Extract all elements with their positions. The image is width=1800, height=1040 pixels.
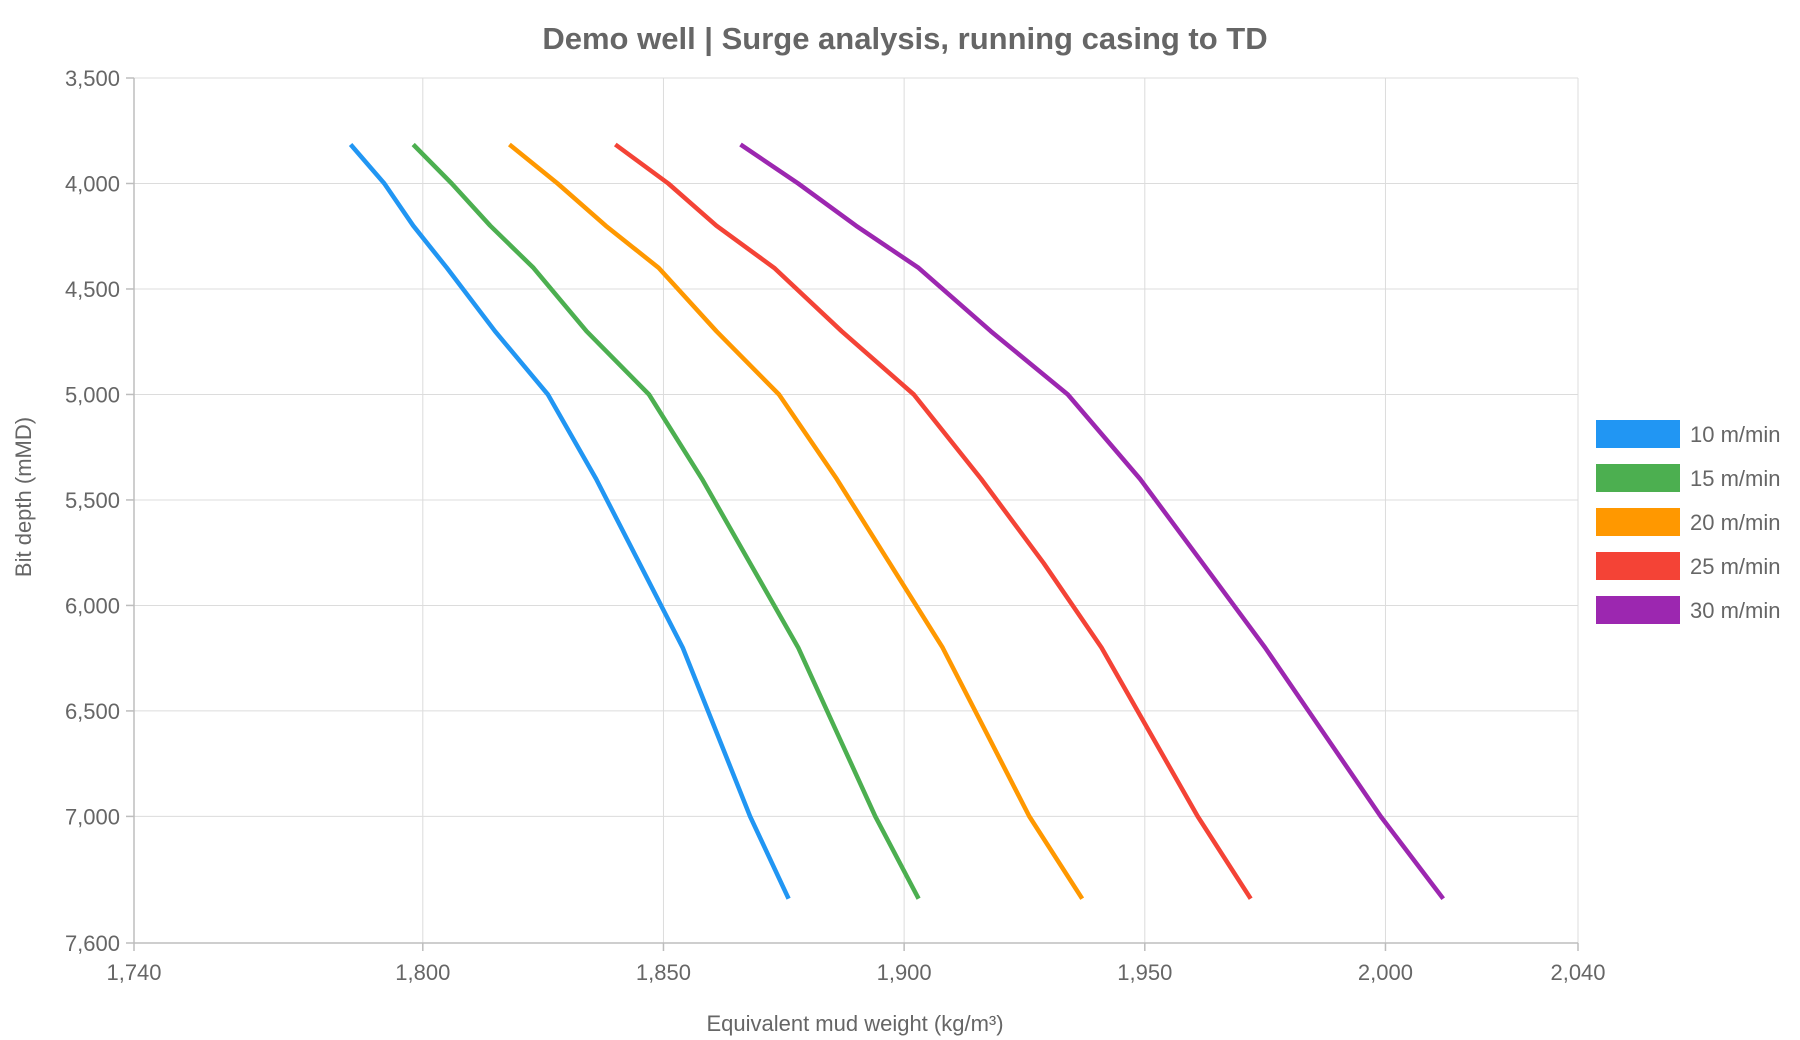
y-tick-label: 6,500 (65, 699, 120, 724)
series-line-20-m-min (507, 142, 1085, 900)
series-line-10-m-min (348, 143, 791, 900)
axes: 1,740 1,800 1,850 1,900 1,950 2,000 2,040 3,500… (65, 66, 1606, 985)
y-tick-label: 6,000 (65, 593, 120, 618)
legend-label-15-m-min: 15 m/min (1690, 466, 1780, 491)
series-line-25-m-min (613, 142, 1253, 900)
legend-label-30-m-min: 30 m/min (1690, 598, 1780, 623)
legend-swatch-20-m-min (1596, 508, 1680, 536)
series-line-30-m-min (739, 142, 1445, 901)
x-tick-label: 1,900 (877, 960, 932, 985)
y-tick-label: 4,000 (65, 171, 120, 196)
x-tick-label: 1,740 (106, 960, 161, 985)
y-tick-label: 3,500 (65, 66, 120, 91)
y-tick-label: 5,500 (65, 488, 120, 513)
series (348, 142, 1445, 901)
legend-swatch-15-m-min (1596, 464, 1680, 492)
x-tick-label: 1,950 (1117, 960, 1172, 985)
legend-label-25-m-min: 25 m/min (1690, 554, 1780, 579)
legend-label-10-m-min: 10 m/min (1690, 422, 1780, 447)
x-tick-label: 2,000 (1358, 960, 1413, 985)
chart-title: Demo well | Surge analysis, running casi… (542, 21, 1267, 56)
legend-swatch-10-m-min (1596, 420, 1680, 448)
legend: 10 m/min 15 m/min 20 m/min 25 m/min 30 m/min (1596, 420, 1780, 624)
y-tick-label: 4,500 (65, 277, 120, 302)
y-tick-label: 7,600 (65, 931, 120, 956)
x-tick-label: 1,850 (636, 960, 691, 985)
x-tick-label: 1,800 (395, 960, 450, 985)
grid (133, 77, 1579, 944)
legend-swatch-25-m-min (1596, 552, 1680, 580)
y-axis-label: Bit depth (mMD) (11, 417, 36, 577)
y-tick-label: 5,000 (65, 382, 120, 407)
legend-label-20-m-min: 20 m/min (1690, 510, 1780, 535)
y-tick-label: 7,000 (65, 804, 120, 829)
x-axis-label: Equivalent mud weight (kg/m³) (706, 1011, 1003, 1036)
legend-swatch-30-m-min (1596, 596, 1680, 624)
x-tick-label: 2,040 (1550, 960, 1605, 985)
series-line-15-m-min (411, 142, 921, 900)
